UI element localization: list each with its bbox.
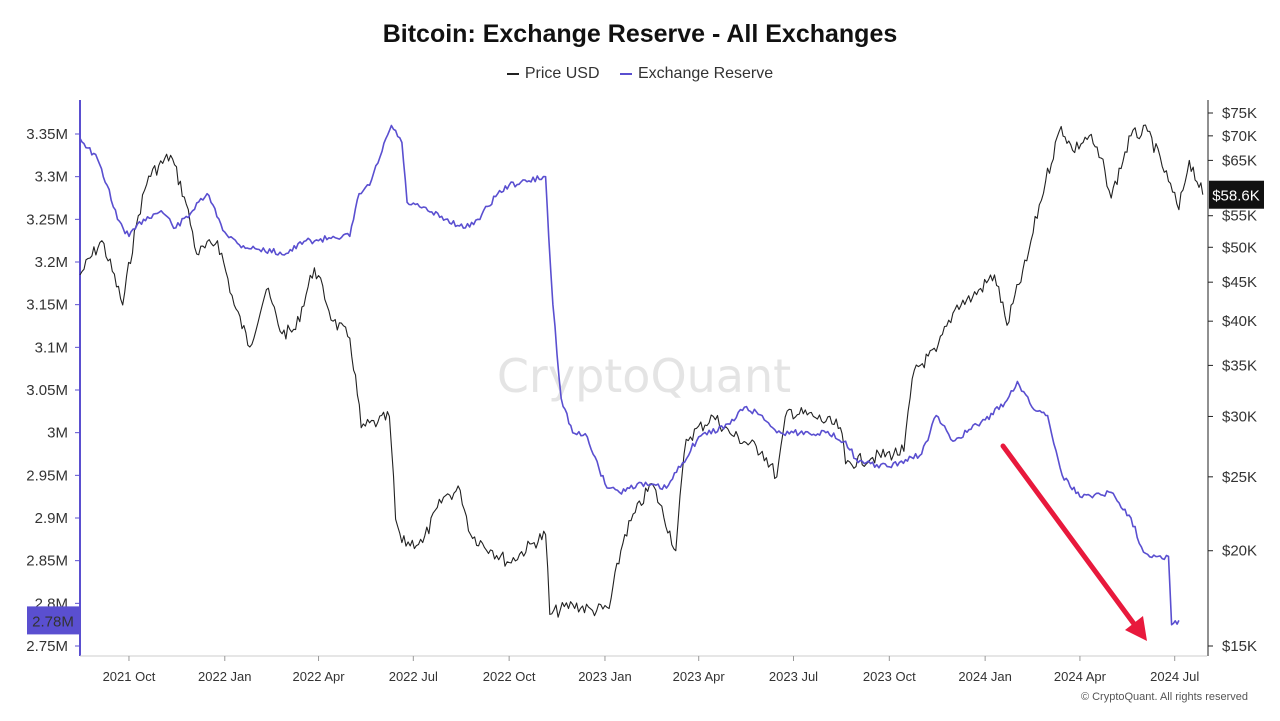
chart-legend: Price USD Exchange Reserve bbox=[0, 62, 1280, 83]
legend-label-reserve: Exchange Reserve bbox=[637, 65, 774, 82]
left-tick-label: 3M bbox=[47, 425, 68, 442]
legend-swatch-price bbox=[506, 73, 519, 75]
right-tick-label: $35K bbox=[1222, 357, 1257, 374]
x-tick-label: 2024 Jul bbox=[1150, 669, 1199, 684]
legend-item-price[interactable]: Price USD bbox=[506, 65, 600, 83]
reserve-current-label: 2.78M bbox=[32, 613, 74, 630]
reserve-current-badge bbox=[27, 606, 79, 635]
series-line-price bbox=[79, 124, 1204, 618]
x-tick-label: 2022 Apr bbox=[293, 669, 346, 684]
right-tick-label: $20K bbox=[1222, 543, 1257, 560]
left-tick-label: 2.85M bbox=[26, 553, 68, 570]
x-tick-label: 2022 Jul bbox=[389, 669, 438, 684]
legend-label-price: Price USD bbox=[524, 65, 600, 82]
x-tick-label: 2023 Jan bbox=[578, 669, 632, 684]
price-current-label: $58.6K bbox=[1212, 188, 1260, 205]
left-tick-label: 3.15M bbox=[26, 297, 68, 314]
left-tick-label: 2.95M bbox=[26, 467, 68, 484]
left-tick-label: 3.2M bbox=[35, 254, 68, 271]
left-tick-label: 2.9M bbox=[35, 510, 68, 527]
left-tick-label: 2.75M bbox=[26, 638, 68, 655]
left-tick-label: 3.25M bbox=[26, 211, 68, 228]
downtrend-arrow-shaft bbox=[1000, 443, 1140, 631]
right-tick-label: $65K bbox=[1222, 152, 1257, 169]
right-tick-label: $45K bbox=[1222, 274, 1257, 291]
series-line-reserve bbox=[79, 124, 1180, 626]
right-tick-label: $30K bbox=[1222, 408, 1257, 425]
chart-title: Bitcoin: Exchange Reserve - All Exchange… bbox=[382, 20, 898, 48]
right-tick-label: $40K bbox=[1222, 313, 1257, 330]
x-tick-label: 2023 Oct bbox=[863, 669, 916, 684]
right-tick-label: $50K bbox=[1222, 239, 1257, 256]
x-tick-label: 2024 Jan bbox=[958, 669, 1012, 684]
right-tick-label: $25K bbox=[1222, 469, 1257, 486]
right-tick-label: $75K bbox=[1222, 105, 1257, 122]
legend-item-reserve[interactable]: Exchange Reserve bbox=[619, 65, 774, 83]
watermark: CryptoQuant bbox=[497, 349, 791, 403]
x-tick-label: 2022 Oct bbox=[483, 669, 536, 684]
copyright-text: © CryptoQuant. All rights reserved bbox=[1080, 691, 1248, 703]
x-tick-label: 2021 Oct bbox=[103, 669, 156, 684]
x-tick-label: 2022 Jan bbox=[198, 669, 252, 684]
left-tick-label: 3.35M bbox=[26, 126, 68, 143]
price-current-badge bbox=[1209, 180, 1264, 209]
left-tick-label: 3.3M bbox=[35, 169, 68, 186]
left-tick-label: 3.1M bbox=[35, 339, 68, 356]
x-tick-label: 2023 Apr bbox=[673, 669, 726, 684]
downtrend-arrow-head bbox=[1125, 616, 1147, 641]
right-tick-label: $70K bbox=[1222, 128, 1257, 145]
right-tick-label: $55K bbox=[1222, 208, 1257, 225]
left-tick-label: 3.05M bbox=[26, 382, 68, 399]
right-tick-label: $15K bbox=[1222, 638, 1257, 655]
x-tick-label: 2024 Apr bbox=[1054, 669, 1107, 684]
legend-swatch-reserve bbox=[619, 73, 632, 75]
x-tick-label: 2023 Jul bbox=[769, 669, 818, 684]
